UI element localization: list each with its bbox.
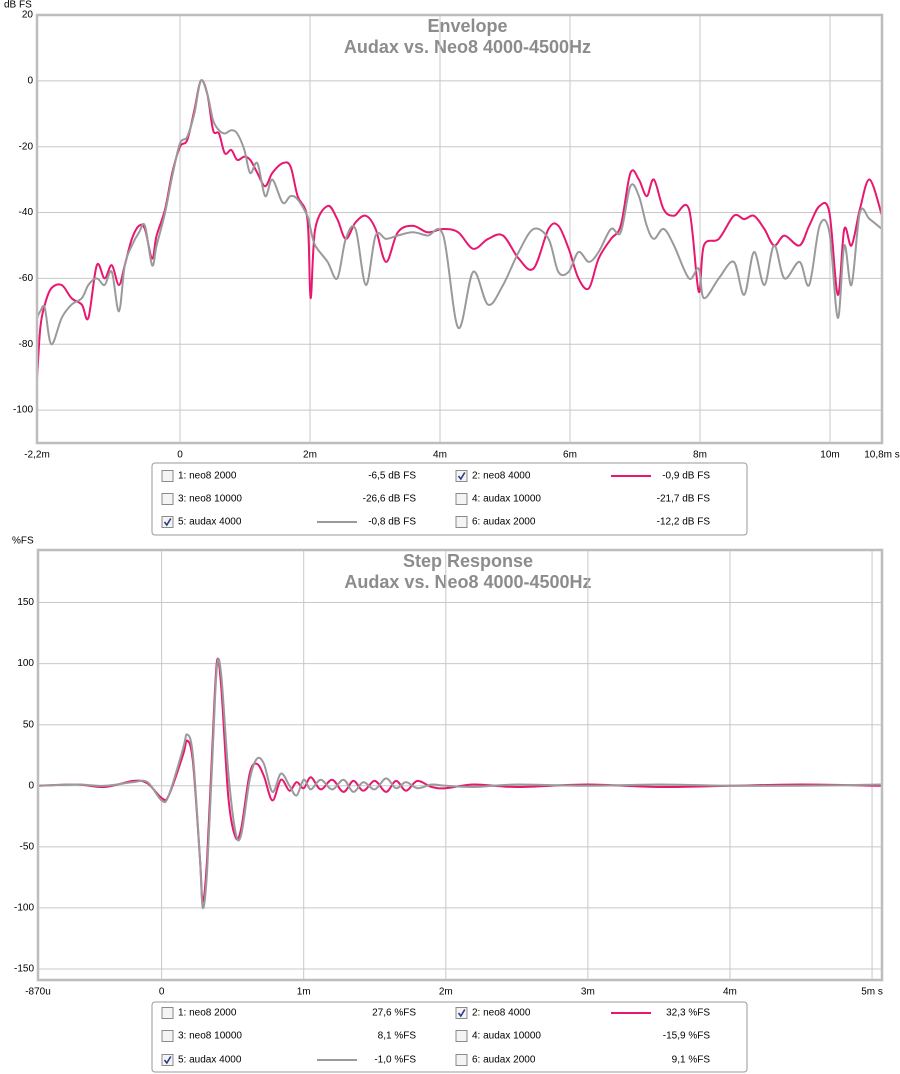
legend-readout: -15,9 %FS — [663, 1031, 711, 1042]
chart-title: Envelope — [427, 16, 507, 36]
x-tick-label: 0 — [159, 987, 165, 998]
checkbox[interactable] — [455, 493, 468, 505]
legend-name: 5: audax 4000 — [178, 517, 242, 528]
x-tick-label: -2,2m — [24, 450, 50, 461]
legend-readout: -0,8 dB FS — [368, 517, 416, 528]
y-tick-label: 0 — [28, 780, 34, 791]
legend-readout: -6,5 dB FS — [368, 471, 416, 482]
legend-name: 4: audax 10000 — [472, 494, 541, 505]
y-tick-label: 0 — [27, 75, 33, 86]
checkbox[interactable] — [161, 516, 174, 528]
plot-frame — [35, 13, 884, 445]
y-tick-label: 150 — [17, 597, 34, 608]
x-tick-label: 2m — [439, 987, 453, 998]
x-tick-label: 5m s — [861, 987, 883, 998]
y-tick-label: -50 — [20, 841, 35, 852]
series-line — [37, 658, 883, 910]
checkbox[interactable] — [161, 1030, 174, 1042]
legend-name: 6: audax 2000 — [472, 517, 536, 528]
y-tick-label: 100 — [17, 658, 34, 669]
y-tick-label: -20 — [19, 141, 34, 152]
chart-title: Step Response — [403, 551, 533, 571]
x-tick-label: 0 — [177, 450, 183, 461]
checkbox[interactable] — [161, 1007, 174, 1019]
legend-readout: 8,1 %FS — [378, 1031, 417, 1042]
x-tick-label: 10m — [820, 450, 839, 461]
checkmark — [457, 1009, 466, 1018]
legend-name: 4: audax 10000 — [472, 1031, 541, 1042]
x-tick-label: 2m — [303, 450, 317, 461]
legend-box — [151, 462, 748, 536]
legend-name: 5: audax 4000 — [178, 1055, 242, 1066]
checkbox[interactable] — [455, 1030, 468, 1042]
chart-subtitle: Audax vs. Neo8 4000-4500Hz — [344, 572, 591, 592]
x-tick-label: -870u — [25, 987, 51, 998]
x-tick-label: 8m — [693, 450, 707, 461]
y-tick-label: -60 — [19, 273, 34, 284]
y-tick-label: -100 — [14, 903, 34, 914]
x-tick-label: 10,8m s — [864, 450, 900, 461]
series-line — [36, 79, 883, 346]
legend-name: 1: neo8 2000 — [178, 1008, 237, 1019]
y-tick-label: 20 — [22, 10, 34, 21]
y-tick-label: -40 — [19, 207, 34, 218]
x-tick-label: 1m — [297, 987, 311, 998]
legend-name: 2: neo8 4000 — [472, 1008, 531, 1019]
x-tick-label: 4m — [433, 450, 447, 461]
legend-name: 3: neo8 10000 — [178, 1031, 242, 1042]
x-tick-label: 6m — [563, 450, 577, 461]
legend-box — [151, 1001, 748, 1073]
y-tick-label: -100 — [13, 405, 33, 416]
legend-readout: -1,0 %FS — [374, 1055, 416, 1066]
checkbox[interactable] — [455, 516, 468, 528]
chart-subtitle: Audax vs. Neo8 4000-4500Hz — [344, 37, 591, 57]
legend-readout: -21,7 dB FS — [657, 494, 711, 505]
legend-name: 6: audax 2000 — [472, 1055, 536, 1066]
legend-readout: 27,6 %FS — [372, 1008, 416, 1019]
legend-name: 3: neo8 10000 — [178, 494, 242, 505]
plot-frame — [36, 548, 884, 982]
series-line — [37, 657, 883, 903]
legend-name: 2: neo8 4000 — [472, 471, 531, 482]
checkbox[interactable] — [161, 470, 174, 482]
plot-area — [38, 550, 882, 980]
x-tick-label: 4m — [723, 987, 737, 998]
checkbox[interactable] — [455, 470, 468, 482]
y-tick-label: -80 — [19, 339, 34, 350]
legend-readout: -0,9 dB FS — [662, 471, 710, 482]
checkbox[interactable] — [161, 493, 174, 505]
legend-readout: -26,6 dB FS — [363, 494, 417, 505]
legend-readout: 9,1 %FS — [672, 1055, 711, 1066]
legend-readout: 32,3 %FS — [666, 1008, 710, 1019]
checkbox[interactable] — [455, 1054, 468, 1066]
y-tick-label: -150 — [14, 964, 34, 975]
legend-readout: -12,2 dB FS — [657, 517, 711, 528]
x-tick-label: 3m — [581, 987, 595, 998]
legend-name: 1: neo8 2000 — [178, 471, 237, 482]
y-tick-label: 50 — [23, 719, 35, 730]
y-axis-label: %FS — [12, 536, 34, 547]
checkmark — [163, 1056, 172, 1065]
checkbox[interactable] — [455, 1007, 468, 1019]
checkmark — [163, 518, 172, 527]
checkbox[interactable] — [161, 1054, 174, 1066]
y-axis-label: dB FS — [4, 0, 32, 11]
plot-area — [37, 15, 882, 443]
checkmark — [457, 472, 466, 481]
